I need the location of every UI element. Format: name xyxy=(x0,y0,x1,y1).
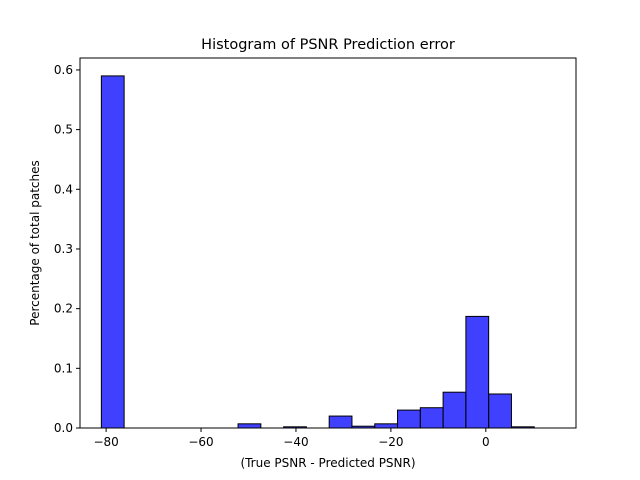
x-tick-label: −40 xyxy=(283,435,308,449)
y-tick-label: 0.5 xyxy=(54,123,73,137)
histogram-bar xyxy=(237,423,262,429)
plot-frame xyxy=(79,57,577,429)
chart-title: Histogram of PSNR Prediction error xyxy=(201,37,455,53)
histogram-bar xyxy=(465,315,490,429)
y-tick-label: 0.2 xyxy=(54,302,73,316)
y-axis-ticks: 0.0 0.1 0.2 0.3 0.4 0.5 0.6 xyxy=(54,63,80,435)
histogram-bar xyxy=(374,423,399,429)
y-tick-label: 0.3 xyxy=(54,242,73,256)
bars-group xyxy=(100,75,535,429)
x-tick-label: −80 xyxy=(93,435,118,449)
y-tick-label: 0.4 xyxy=(54,182,73,196)
y-axis-label: Percentage of total patches xyxy=(28,160,42,325)
x-tick-label: −60 xyxy=(188,435,213,449)
y-tick-label: 0.6 xyxy=(54,63,73,77)
y-tick-label: 0.0 xyxy=(54,421,73,435)
y-tick-label: 0.1 xyxy=(54,361,73,375)
x-tick-label: −20 xyxy=(378,435,403,449)
histogram-bar xyxy=(442,391,467,429)
histogram-bar xyxy=(100,75,125,429)
x-axis-label: (True PSNR - Predicted PSNR) xyxy=(240,456,415,470)
histogram-bar xyxy=(488,393,512,429)
x-tick-label: 0 xyxy=(482,435,490,449)
histogram-bar xyxy=(328,415,353,429)
histogram-bar xyxy=(397,409,421,429)
histogram-bar xyxy=(419,407,444,429)
x-axis-ticks: −80 −60 −40 −20 0 xyxy=(93,428,490,449)
